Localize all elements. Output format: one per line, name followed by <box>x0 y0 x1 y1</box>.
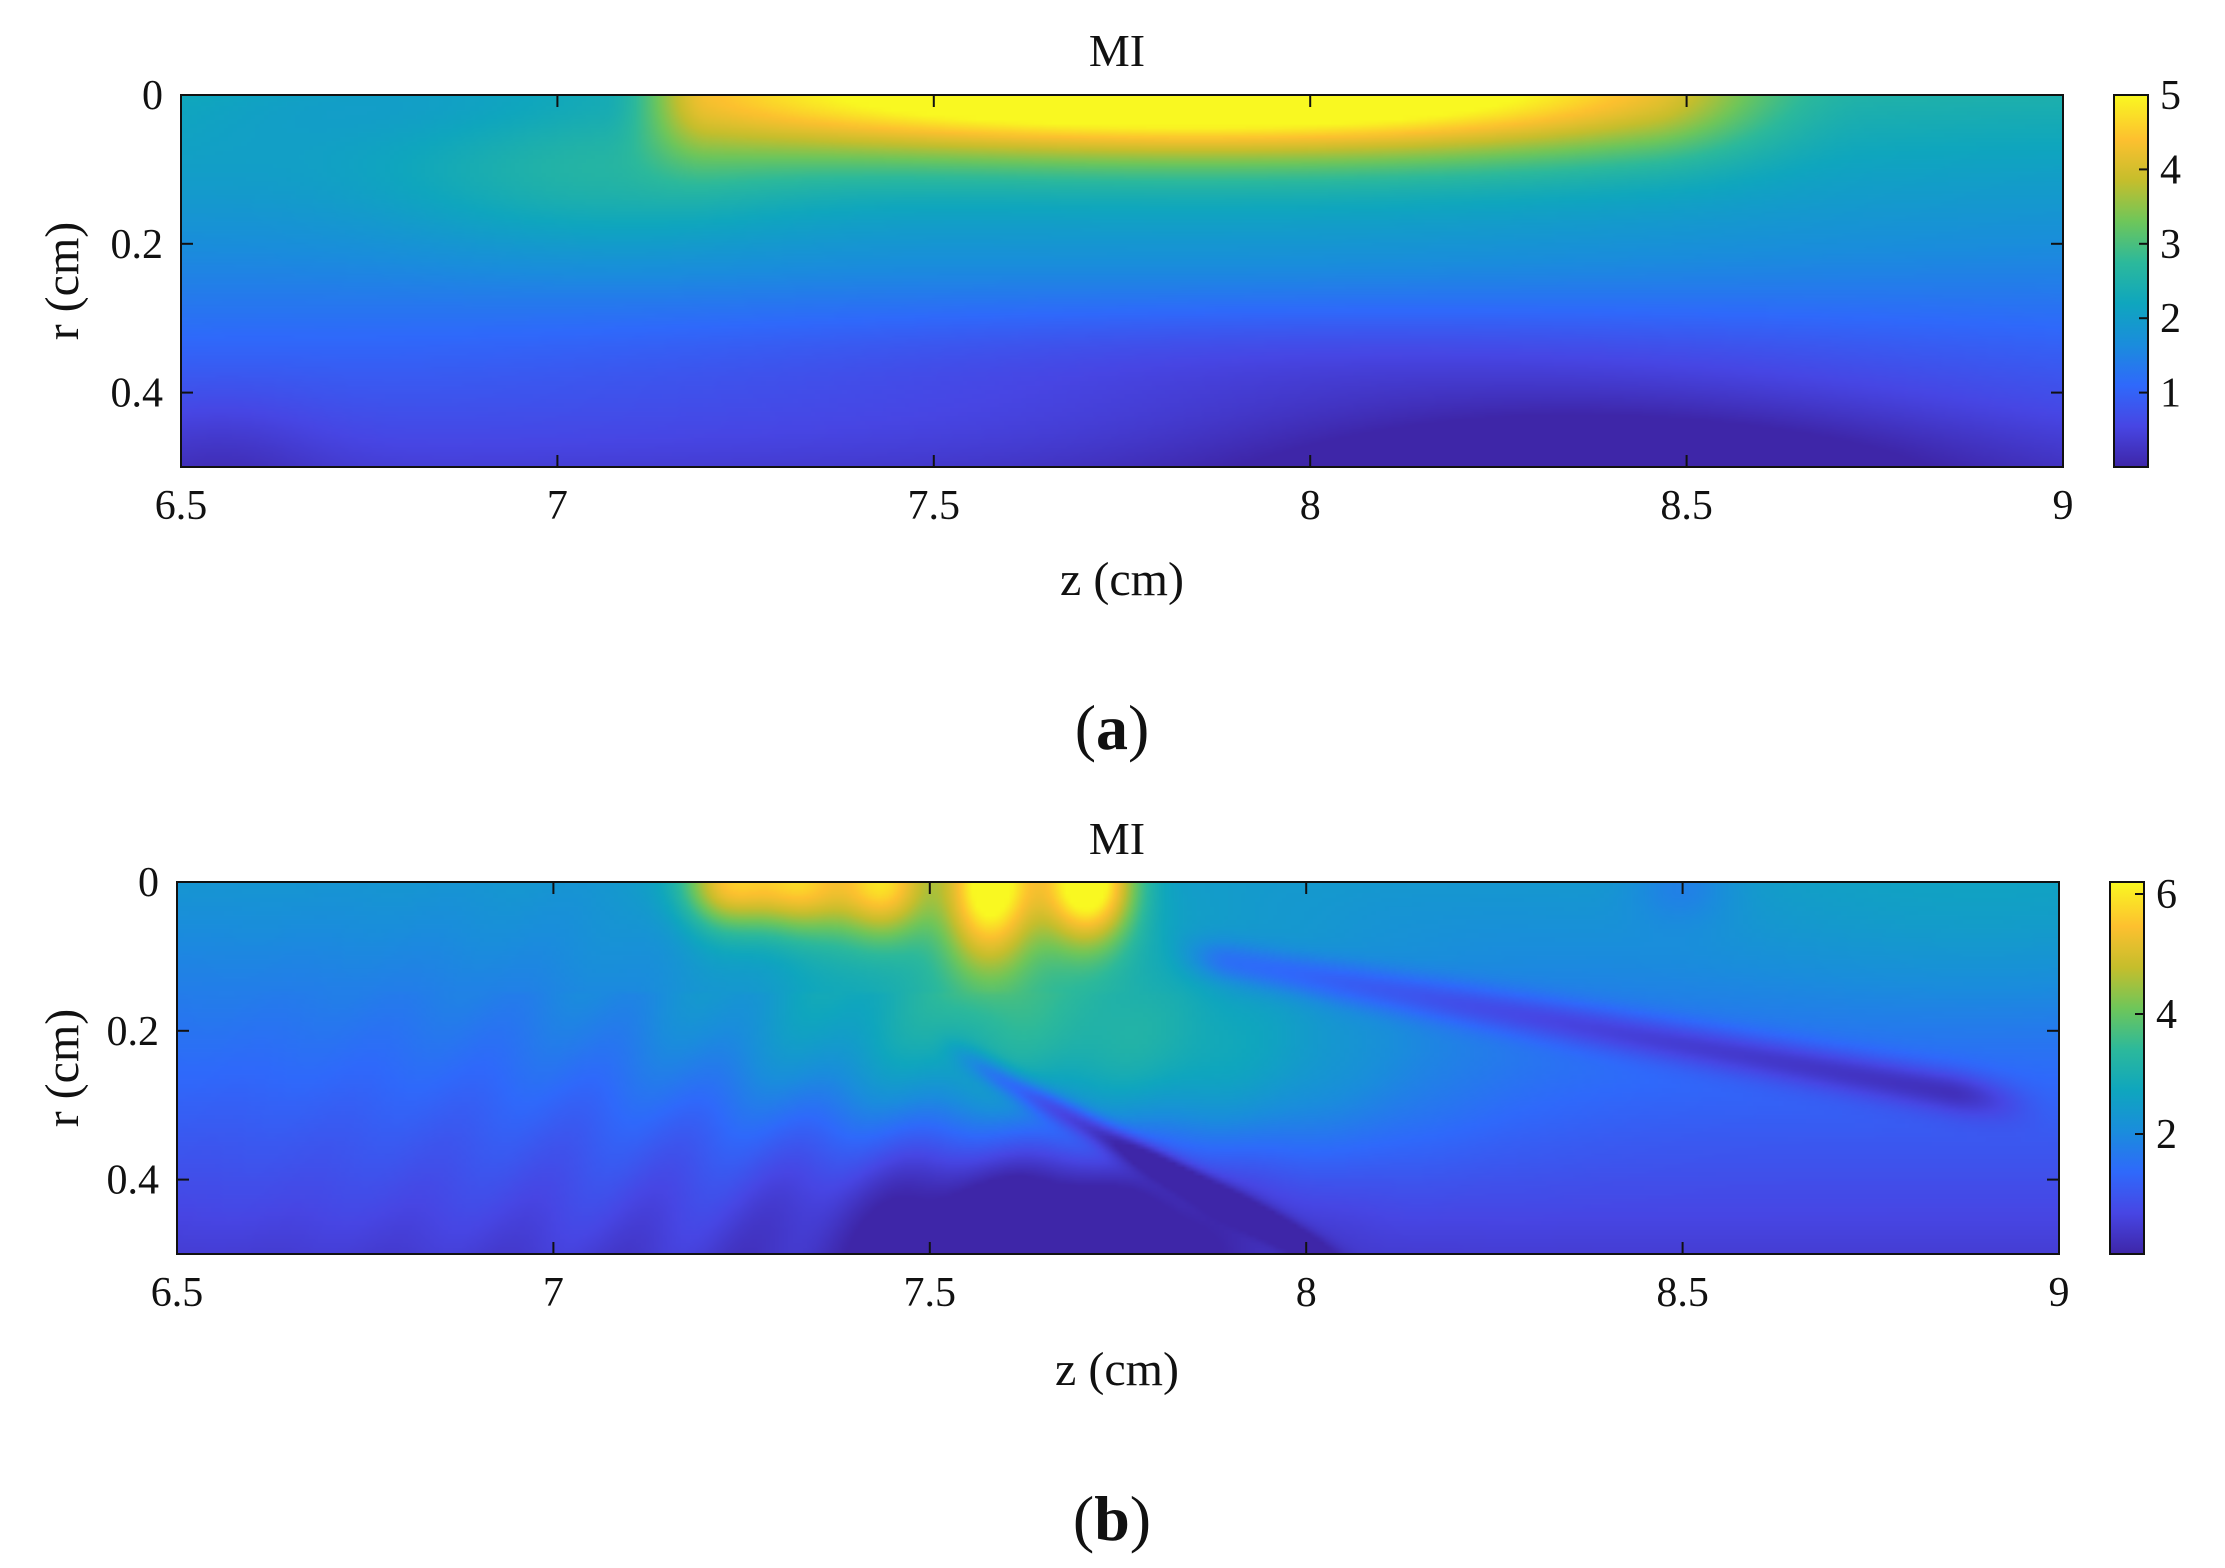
panel-a: MI 6.5 7 7.5 8 8.5 9 0 0.2 0.4 z (cm) r (cm) 1 2… <box>36 25 2181 763</box>
plot-frame-b <box>176 881 2060 1255</box>
x-axis-label-a: z (cm) <box>1060 553 1184 606</box>
colorbar-tick-label-a: 5 <box>2160 73 2181 119</box>
colorbar-ticks-a: 1 2 3 4 5 <box>2139 73 2181 417</box>
colorbar-b <box>2109 881 2145 1255</box>
x-ticks-b: 6.5 7 7.5 8 8.5 9 <box>151 882 2070 1316</box>
x-tick-label-b: 8 <box>1296 1270 1317 1316</box>
colorbar-ticks-b: 2 4 6 <box>2135 872 2177 1158</box>
y-axis-label-b: r (cm) <box>36 1009 89 1128</box>
panel-label-b: (b) <box>1073 1483 1151 1554</box>
x-tick-label-b: 9 <box>2049 1270 2070 1316</box>
chart-b-title: MI <box>1089 813 1145 864</box>
colorbar-tick-label-b: 2 <box>2156 1112 2177 1158</box>
x-tick-label-b: 8.5 <box>1656 1270 1709 1316</box>
panel-letter-a: a <box>1096 692 1128 763</box>
y-axis-label-a: r (cm) <box>36 222 89 341</box>
x-tick-label-a: 7 <box>547 483 568 529</box>
heatmap-b <box>177 882 2059 1254</box>
panel-b: MI 6.5 7 7.5 8 8.5 9 0 0.2 0.4 z (cm) r (cm) 2 4… <box>36 813 2177 1554</box>
x-ticks-a: 6.5 7 7.5 8 8.5 9 <box>155 95 2074 529</box>
heatmap-a <box>181 95 2063 467</box>
colorbar-tick-label-a: 4 <box>2160 147 2181 193</box>
x-axis-label-b: z (cm) <box>1055 1343 1179 1396</box>
y-ticks-a: 0 0.2 0.4 <box>111 73 2063 417</box>
chart-a-title: MI <box>1089 25 1145 76</box>
colorbar-a <box>2113 94 2149 468</box>
y-tick-label-b: 0 <box>138 860 159 906</box>
y-tick-label-a: 0 <box>142 73 163 119</box>
x-tick-label-b: 7.5 <box>904 1270 957 1316</box>
panel-letter-b: b <box>1094 1483 1130 1554</box>
x-tick-label-a: 8.5 <box>1660 483 1713 529</box>
x-tick-label-b: 7 <box>543 1270 564 1316</box>
colorbar-tick-label-b: 4 <box>2156 992 2177 1038</box>
panel-label-a: (a) <box>1075 692 1150 763</box>
y-ticks-b: 0 0.2 0.4 <box>107 860 2059 1204</box>
colorbar-tick-label-a: 2 <box>2160 296 2181 342</box>
plot-frame-a <box>180 94 2064 468</box>
x-tick-label-a: 7.5 <box>908 483 961 529</box>
x-tick-label-a: 8 <box>1300 483 1321 529</box>
y-tick-label-a: 0.4 <box>111 371 164 417</box>
x-tick-label-a: 6.5 <box>155 483 208 529</box>
colorbar-tick-label-a: 1 <box>2160 371 2181 417</box>
y-tick-label-b: 0.4 <box>107 1158 160 1204</box>
y-tick-label-b: 0.2 <box>107 1009 160 1055</box>
y-tick-label-a: 0.2 <box>111 222 164 268</box>
x-tick-label-b: 6.5 <box>151 1270 204 1316</box>
colorbar-tick-label-a: 3 <box>2160 222 2181 268</box>
x-tick-label-a: 9 <box>2053 483 2074 529</box>
colorbar-tick-label-b: 6 <box>2156 872 2177 918</box>
